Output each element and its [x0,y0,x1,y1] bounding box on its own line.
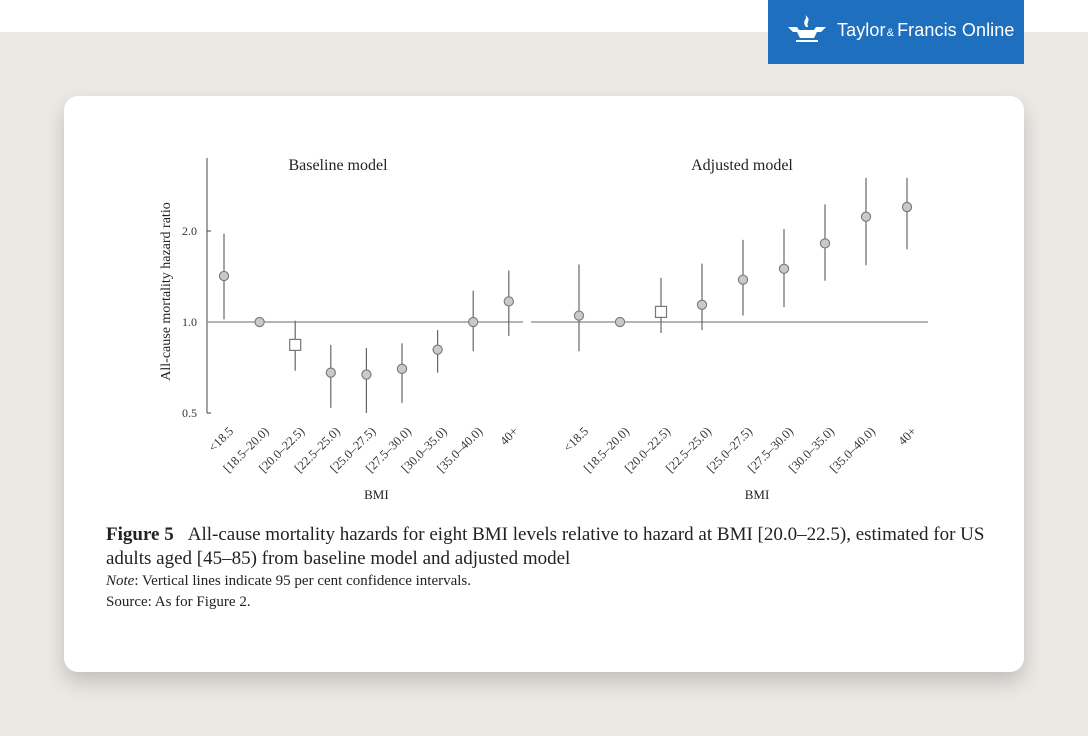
data-point-adjusted [614,316,626,328]
x-axis-label-adjusted: BMI [745,487,770,502]
data-point-baseline [325,367,336,378]
brand-name: Taylor& Francis Online [837,20,1015,40]
y-tick-label: 0.5 [182,406,197,420]
figure-caption: Figure 5 All-cause mortality hazards for … [106,523,1006,613]
data-point-adjusted [573,310,585,321]
caption-note-label: Note [106,573,135,589]
data-point-baseline [396,363,408,374]
data-point-adjusted [778,263,790,274]
data-point-baseline [468,316,479,328]
panel-title-adjusted: Adjusted model [691,157,793,174]
data-point-adjusted [901,201,913,213]
x-tick-label-baseline: 40+ [497,424,521,448]
caption-main: Figure 5 All-cause mortality hazards for … [106,523,1006,571]
x-tick-label-adjusted: <18.5 [561,424,591,454]
y-tick-label: 2.0 [182,224,197,238]
reference-point-baseline [289,338,302,351]
brand-banner[interactable]: Taylor& Francis Online [768,0,1024,64]
reference-point-adjusted [654,305,668,318]
x-tick-label-baseline: <18.5 [206,424,236,454]
data-point-adjusted [696,299,708,310]
caption-label: Figure 5 [106,524,174,545]
data-point-adjusted [819,238,831,249]
x-axis-label-baseline: BMI [364,487,389,502]
teapot-lamp-icon [784,15,830,48]
y-tick-label: 1.0 [182,315,197,329]
data-point-baseline [361,369,372,380]
data-point-adjusted [737,274,749,285]
figure-chart: Baseline model 0.5 1.0 2.0 All-cause mortali… [159,157,928,502]
data-point-baseline [503,296,514,307]
caption-text: All-cause mortality hazards for eight BM… [106,524,985,569]
y-axis-label: All-cause mortality hazard ratio [159,202,174,380]
figure-card: Baseline model 0.5 1.0 2.0 All-cause mortali… [64,96,1024,672]
data-point-adjusted [860,211,872,222]
panel-title-baseline: Baseline model [288,157,388,174]
data-point-baseline [432,344,443,355]
data-point-baseline [218,270,230,282]
x-tick-label-adjusted: 40+ [895,424,919,448]
caption-note-text: : Vertical lines indicate 95 per cent co… [134,573,472,589]
data-point-baseline [254,316,265,328]
caption-note: Note: Vertical lines indicate 95 per cen… [106,571,1006,592]
caption-source: Source: As for Figure 2. [106,594,251,610]
